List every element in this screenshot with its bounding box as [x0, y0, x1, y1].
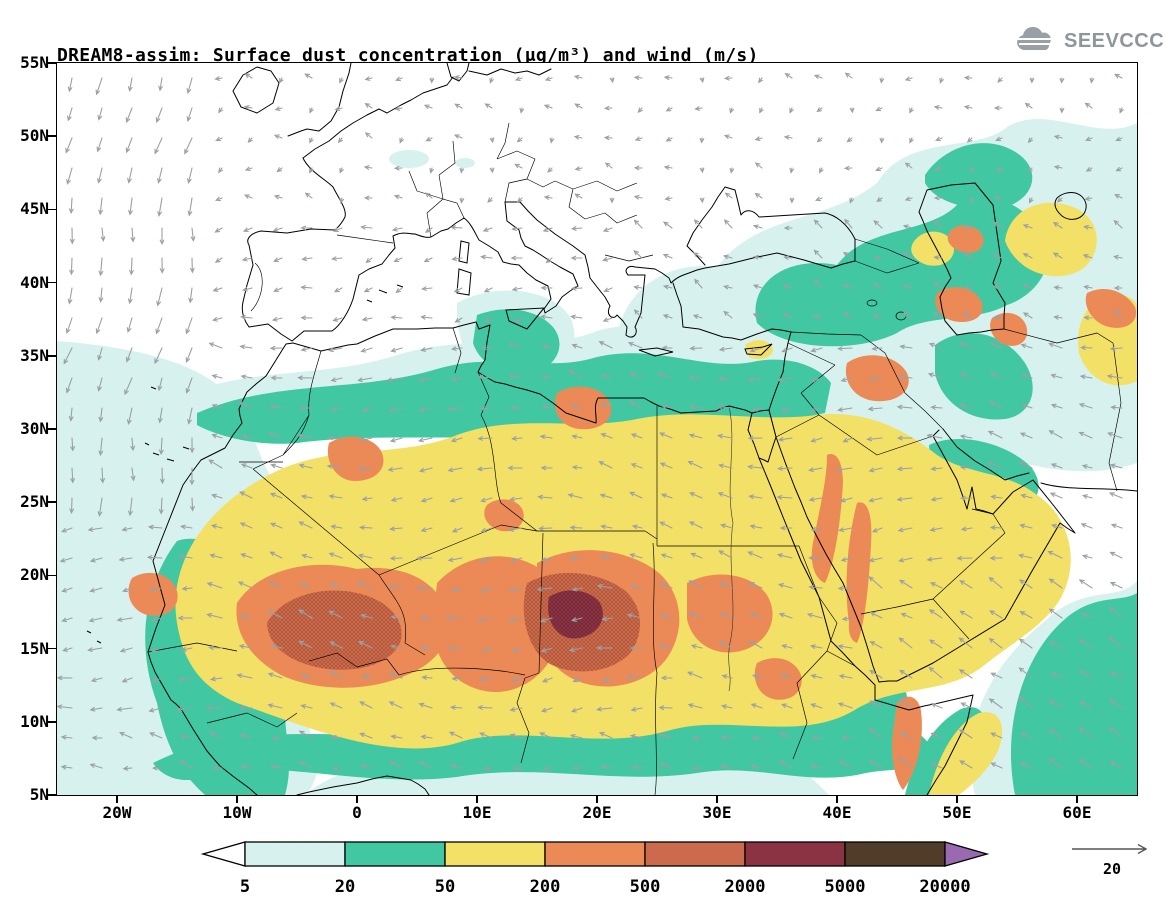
- lat-tick: [48, 428, 57, 430]
- lon-tick: [356, 795, 358, 803]
- lon-tick: [716, 795, 718, 803]
- lat-label-25N: 25N: [20, 492, 49, 512]
- geography-layer: [86, 62, 1137, 795]
- lat-tick: [48, 208, 57, 211]
- dust-field-layer: [56, 118, 1137, 795]
- lat-label-10N: 10N: [20, 711, 49, 731]
- svg-text:20000: 20000: [919, 877, 970, 897]
- lat-tick: [48, 135, 57, 137]
- colorbar: 5 20 50 200 500 2000 5000 20000: [185, 836, 1005, 900]
- lon-label-30E: 30E: [702, 803, 732, 822]
- lat-label-55N: 55N: [20, 53, 49, 72]
- lat-tick: [48, 281, 57, 284]
- svg-text:20: 20: [335, 877, 355, 897]
- lat-label-5N: 5N: [29, 785, 49, 804]
- lon-label-0: 0: [352, 803, 362, 822]
- wind-arrows: [56, 71, 1124, 771]
- seevccc-logo: SEEVCCC: [1014, 26, 1164, 56]
- lon-label-20E: 20E: [582, 803, 612, 822]
- svg-text:2000: 2000: [725, 877, 766, 897]
- wind-reference: 20: [1066, 840, 1158, 878]
- lat-label-20N: 20N: [20, 565, 49, 585]
- lat-label-15N: 15N: [20, 638, 49, 658]
- lat-label-45N: 45N: [20, 199, 49, 219]
- lon-tick: [476, 795, 478, 803]
- svg-text:50: 50: [435, 877, 455, 897]
- lon-label-10E: 10E: [462, 803, 492, 822]
- lon-tick: [116, 795, 118, 803]
- lat-tick: [48, 647, 57, 650]
- colorbar-scale: 5 20 50 200 500 2000 5000 20000: [200, 841, 990, 897]
- wind-reference-arrow-icon: [1072, 843, 1148, 855]
- lat-tick: [48, 721, 57, 723]
- map-frame: [55, 61, 1138, 796]
- cloud-logo-icon: [1016, 26, 1053, 50]
- lon-label-40E: 40E: [822, 803, 852, 822]
- title-line1: DREAM8-assim: Surface dust concentration…: [57, 45, 759, 66]
- lat-label-30N: 30N: [20, 419, 49, 438]
- lat-tick: [48, 501, 57, 503]
- logo-text: SEEVCCC: [1064, 29, 1165, 52]
- lon-label-50E: 50E: [942, 803, 972, 822]
- svg-text:500: 500: [630, 877, 661, 897]
- lon-tick: [1076, 795, 1078, 803]
- lon-label-60E: 60E: [1062, 803, 1092, 822]
- lat-label-35N: 35N: [20, 345, 49, 365]
- lat-tick: [48, 62, 57, 64]
- lon-label-10W: 10W: [222, 803, 252, 822]
- lon-label-20W: 20W: [102, 803, 132, 822]
- lon-tick: [236, 795, 238, 803]
- wind-reference-value: 20: [1102, 860, 1122, 878]
- dust-map: [56, 62, 1137, 795]
- lon-tick: [956, 795, 958, 803]
- lon-tick: [596, 795, 598, 803]
- wind-arrows-layer: [56, 71, 1124, 771]
- lat-tick: [48, 355, 57, 357]
- lat-tick: [48, 574, 57, 577]
- lat-label-50N: 50N: [20, 126, 49, 146]
- lon-tick: [836, 795, 838, 803]
- svg-text:200: 200: [530, 877, 561, 897]
- lat-label-40N: 40N: [20, 272, 49, 292]
- lat-tick: [48, 794, 57, 796]
- svg-text:5: 5: [240, 877, 250, 897]
- svg-text:5000: 5000: [825, 877, 866, 897]
